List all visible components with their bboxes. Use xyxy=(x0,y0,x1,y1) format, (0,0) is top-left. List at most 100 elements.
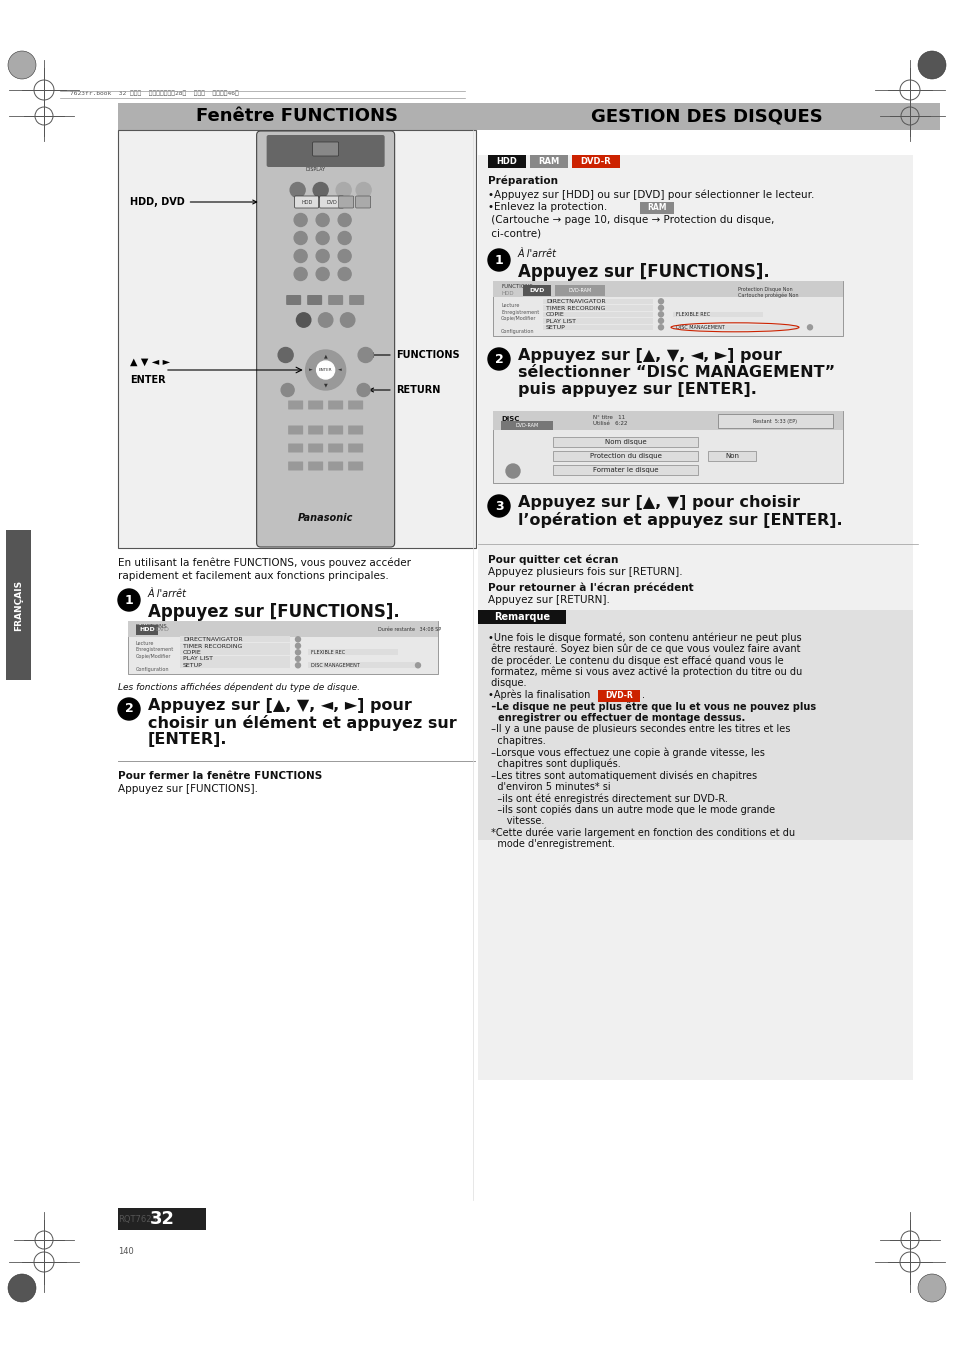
Text: d'environ 5 minutes* si: d'environ 5 minutes* si xyxy=(488,781,610,792)
Bar xyxy=(542,317,652,323)
Text: ▲: ▲ xyxy=(323,353,327,358)
Text: DISC MANAGEMENT: DISC MANAGEMENT xyxy=(676,326,724,330)
Bar xyxy=(474,103,939,130)
Bar xyxy=(542,299,652,304)
Text: Appuyez sur [FUNCTIONS].: Appuyez sur [FUNCTIONS]. xyxy=(148,603,399,621)
Bar xyxy=(553,450,698,461)
FancyBboxPatch shape xyxy=(355,196,371,208)
Text: DVD: DVD xyxy=(529,288,544,293)
Circle shape xyxy=(355,182,371,197)
FancyBboxPatch shape xyxy=(308,426,323,435)
FancyBboxPatch shape xyxy=(308,400,323,409)
FancyBboxPatch shape xyxy=(348,426,363,435)
Text: FLEXIBLE REC: FLEXIBLE REC xyxy=(676,312,709,317)
Text: FUNCTIONS: FUNCTIONS xyxy=(500,284,532,289)
Text: ◄: ◄ xyxy=(338,367,342,373)
Circle shape xyxy=(658,305,662,311)
Bar xyxy=(118,130,476,549)
FancyBboxPatch shape xyxy=(256,131,395,547)
Circle shape xyxy=(488,494,510,517)
Text: Non: Non xyxy=(724,453,739,458)
Text: Restant  5:33 (EP): Restant 5:33 (EP) xyxy=(752,419,796,423)
Circle shape xyxy=(296,313,311,327)
Bar xyxy=(128,621,437,638)
Text: Appuyez sur [▲, ▼] pour choisir: Appuyez sur [▲, ▼] pour choisir xyxy=(517,494,800,509)
Circle shape xyxy=(295,636,300,642)
Circle shape xyxy=(294,267,307,281)
Text: Lecture: Lecture xyxy=(500,303,518,308)
Circle shape xyxy=(658,324,662,330)
FancyBboxPatch shape xyxy=(328,400,343,409)
FancyBboxPatch shape xyxy=(348,443,363,453)
Text: DVD: DVD xyxy=(326,200,336,204)
Circle shape xyxy=(281,384,294,396)
Bar xyxy=(180,657,290,662)
Circle shape xyxy=(806,324,812,330)
Text: TIMER RECORDING: TIMER RECORDING xyxy=(545,305,605,311)
Text: DVD-R: DVD-R xyxy=(580,157,611,166)
Circle shape xyxy=(315,267,329,281)
Text: N° titre   11: N° titre 11 xyxy=(593,415,624,420)
Text: PLAY LIST: PLAY LIST xyxy=(183,657,213,662)
Text: FRANÇAIS: FRANÇAIS xyxy=(14,580,23,631)
Text: SETUP: SETUP xyxy=(545,326,565,330)
Circle shape xyxy=(315,250,329,262)
Text: PLAY LIST: PLAY LIST xyxy=(545,319,576,323)
Text: Remarque: Remarque xyxy=(494,612,550,621)
Text: DVD: DVD xyxy=(155,627,169,632)
Text: COPIE: COPIE xyxy=(545,312,564,317)
Text: Appuyez sur [RETURN].: Appuyez sur [RETURN]. xyxy=(488,594,609,605)
FancyBboxPatch shape xyxy=(328,426,343,435)
Circle shape xyxy=(294,213,307,227)
Bar xyxy=(477,611,565,624)
Text: .: . xyxy=(641,689,645,700)
Text: [ENTER].: [ENTER]. xyxy=(148,732,227,747)
Text: l’opération et appuyez sur [ENTER].: l’opération et appuyez sur [ENTER]. xyxy=(517,512,841,528)
FancyBboxPatch shape xyxy=(307,295,322,305)
Text: DVD-RAM: DVD-RAM xyxy=(568,288,591,293)
Text: –Les titres sont automatiquement divisés en chapitres: –Les titres sont automatiquement divisés… xyxy=(488,770,757,781)
Bar xyxy=(180,662,290,667)
Text: rapidement et facilement aux fonctions principales.: rapidement et facilement aux fonctions p… xyxy=(118,571,388,581)
Circle shape xyxy=(8,51,36,78)
Text: ENTER: ENTER xyxy=(130,376,166,385)
Text: •Après la finalisation: •Après la finalisation xyxy=(488,689,593,700)
Circle shape xyxy=(295,650,300,655)
Bar xyxy=(136,626,158,635)
Circle shape xyxy=(337,213,351,227)
Bar xyxy=(488,155,525,168)
Text: DVD-RAM: DVD-RAM xyxy=(515,423,538,428)
Circle shape xyxy=(658,319,662,323)
Text: HDD, DVD: HDD, DVD xyxy=(130,197,256,207)
Bar xyxy=(555,285,604,296)
Text: DISC MANAGEMENT: DISC MANAGEMENT xyxy=(311,663,359,667)
Bar xyxy=(553,465,698,474)
Text: choisir un élément et appuyez sur: choisir un élément et appuyez sur xyxy=(148,715,456,731)
FancyBboxPatch shape xyxy=(286,295,301,305)
Text: Panasonic: Panasonic xyxy=(297,513,353,523)
Text: ►: ► xyxy=(309,367,313,373)
Circle shape xyxy=(278,347,293,362)
Bar xyxy=(493,411,842,430)
Text: Utilisé   6:22: Utilisé 6:22 xyxy=(593,422,627,426)
Text: GESTION DES DISQUES: GESTION DES DISQUES xyxy=(591,107,822,126)
Bar xyxy=(553,436,698,446)
Text: 7623fr.book  32 ページ  ２００４年５月28日  金曜日  午後４時46分: 7623fr.book 32 ページ ２００４年５月28日 金曜日 午後４時46… xyxy=(70,91,238,96)
Bar xyxy=(542,312,652,317)
Bar xyxy=(493,411,842,484)
Bar xyxy=(718,413,832,428)
Circle shape xyxy=(315,213,329,227)
Circle shape xyxy=(295,657,300,661)
Text: Enregistrement: Enregistrement xyxy=(136,647,174,653)
Bar xyxy=(572,155,619,168)
Text: À l'arrêt: À l'arrêt xyxy=(148,589,187,598)
Text: DISC: DISC xyxy=(500,416,518,422)
Text: Pour fermer la fenêtre FUNCTIONS: Pour fermer la fenêtre FUNCTIONS xyxy=(118,771,322,781)
Bar xyxy=(477,155,912,1079)
Text: DVD-R: DVD-R xyxy=(605,690,633,700)
Text: HDD: HDD xyxy=(500,290,513,296)
Text: *Cette durée varie largement en fonction des conditions et du: *Cette durée varie largement en fonction… xyxy=(488,828,794,838)
FancyBboxPatch shape xyxy=(319,196,343,208)
Bar xyxy=(672,324,797,330)
Circle shape xyxy=(305,350,345,390)
